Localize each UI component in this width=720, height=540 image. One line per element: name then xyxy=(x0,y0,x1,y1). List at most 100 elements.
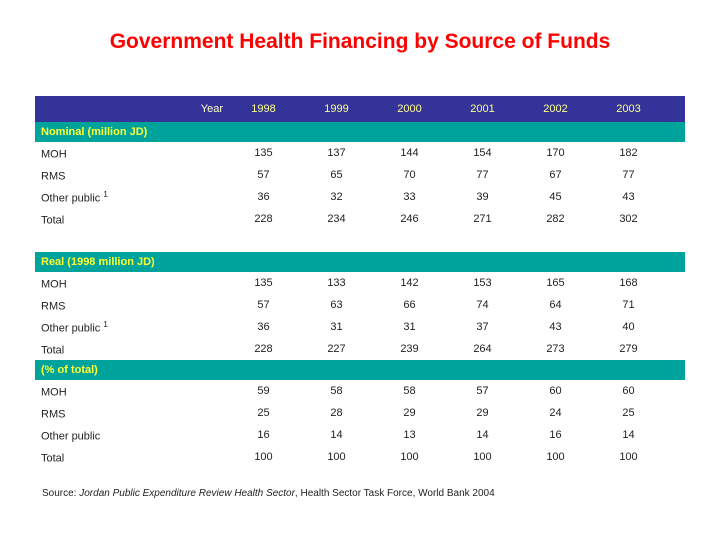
table-row-nominal-other-public: Other public 1 36 32 33 39 45 43 xyxy=(35,186,685,208)
value-cell: 60 xyxy=(549,385,562,397)
footnote-marker: 1 xyxy=(103,189,108,199)
value-cell: 246 xyxy=(400,213,419,225)
value-cell: 31 xyxy=(403,321,416,333)
value-cell: 67 xyxy=(549,169,562,181)
table-row-real-other-public: Other public 1 36 31 31 37 43 40 xyxy=(35,316,685,338)
year-header-2001: 2001 xyxy=(470,103,495,115)
value-cell: 16 xyxy=(257,429,270,441)
value-cell: 133 xyxy=(327,277,346,289)
value-cell: 40 xyxy=(622,321,635,333)
value-cell: 100 xyxy=(619,451,638,463)
value-cell: 33 xyxy=(403,191,416,203)
table-row-real-moh: MOH 135 133 142 153 165 168 xyxy=(35,272,685,294)
value-cell: 29 xyxy=(476,407,489,419)
value-cell: 153 xyxy=(473,277,492,289)
value-cell: 170 xyxy=(546,147,565,159)
value-cell: 227 xyxy=(327,343,346,355)
value-cell: 59 xyxy=(257,385,270,397)
row-label: MOH xyxy=(41,386,67,399)
value-cell: 282 xyxy=(546,213,565,225)
row-label: Other public 1 xyxy=(41,189,108,205)
row-label: MOH xyxy=(41,148,67,161)
value-cell: 239 xyxy=(400,343,419,355)
year-header-2000: 2000 xyxy=(397,103,422,115)
value-cell: 58 xyxy=(403,385,416,397)
value-cell: 74 xyxy=(476,299,489,311)
source-prefix: Source: xyxy=(42,488,80,499)
value-cell: 14 xyxy=(330,429,343,441)
value-cell: 142 xyxy=(400,277,419,289)
value-cell: 271 xyxy=(473,213,492,225)
value-cell: 100 xyxy=(473,451,492,463)
value-cell: 24 xyxy=(549,407,562,419)
year-header-2003: 2003 xyxy=(616,103,641,115)
source-note: Source: Jordan Public Expenditure Review… xyxy=(42,488,495,499)
table-row-percent-other-public: Other public 16 14 13 14 16 14 xyxy=(35,424,685,446)
year-header-2002: 2002 xyxy=(543,103,568,115)
value-cell: 25 xyxy=(622,407,635,419)
value-cell: 144 xyxy=(400,147,419,159)
value-cell: 25 xyxy=(257,407,270,419)
value-cell: 28 xyxy=(330,407,343,419)
value-cell: 16 xyxy=(549,429,562,441)
value-cell: 57 xyxy=(476,385,489,397)
financing-table: Year 1998 1999 2000 2001 2002 2003 Nomin… xyxy=(35,96,685,468)
value-cell: 36 xyxy=(257,191,270,203)
value-cell: 45 xyxy=(549,191,562,203)
value-cell: 100 xyxy=(546,451,565,463)
value-cell: 70 xyxy=(403,169,416,181)
value-cell: 135 xyxy=(254,147,273,159)
section-heading-percent: (% of total) xyxy=(35,360,685,380)
year-column-header: Year xyxy=(200,103,223,115)
value-cell: 14 xyxy=(622,429,635,441)
row-label: Total xyxy=(41,452,65,465)
value-cell: 39 xyxy=(476,191,489,203)
table-row-nominal-moh: MOH 135 137 144 154 170 182 xyxy=(35,142,685,164)
footnote-marker: 1 xyxy=(103,319,108,329)
value-cell: 57 xyxy=(257,299,270,311)
value-cell: 29 xyxy=(403,407,416,419)
row-label: Total xyxy=(41,344,65,357)
table-row-percent-total: Total 100 100 100 100 100 100 xyxy=(35,446,685,468)
value-cell: 137 xyxy=(327,147,346,159)
table-row-real-rms: RMS 57 63 66 74 64 71 xyxy=(35,294,685,316)
section-heading-nominal: Nominal (million JD) xyxy=(35,122,685,142)
value-cell: 14 xyxy=(476,429,489,441)
year-header-1998: 1998 xyxy=(251,103,276,115)
value-cell: 31 xyxy=(330,321,343,333)
value-cell: 37 xyxy=(476,321,489,333)
row-label: MOH xyxy=(41,278,67,291)
value-cell: 43 xyxy=(622,191,635,203)
value-cell: 168 xyxy=(619,277,638,289)
value-cell: 228 xyxy=(254,213,273,225)
row-label: RMS xyxy=(41,300,66,313)
value-cell: 64 xyxy=(549,299,562,311)
row-label: Other public 1 xyxy=(41,319,108,335)
value-cell: 182 xyxy=(619,147,638,159)
value-cell: 100 xyxy=(400,451,419,463)
value-cell: 43 xyxy=(549,321,562,333)
value-cell: 100 xyxy=(327,451,346,463)
value-cell: 273 xyxy=(546,343,565,355)
value-cell: 57 xyxy=(257,169,270,181)
row-label: RMS xyxy=(41,408,66,421)
value-cell: 63 xyxy=(330,299,343,311)
value-cell: 279 xyxy=(619,343,638,355)
table-row-nominal-rms: RMS 57 65 70 77 67 77 xyxy=(35,164,685,186)
value-cell: 77 xyxy=(622,169,635,181)
table-row-percent-rms: RMS 25 28 29 29 24 25 xyxy=(35,402,685,424)
source-rest: , Health Sector Task Force, World Bank 2… xyxy=(294,488,495,499)
section-heading-real: Real (1998 million JD) xyxy=(35,252,685,272)
page-title: Government Health Financing by Source of… xyxy=(109,30,611,53)
value-cell: 165 xyxy=(546,277,565,289)
source-title-italic: Jordan Public Expenditure Review Health … xyxy=(79,488,295,499)
year-header-1999: 1999 xyxy=(324,103,349,115)
value-cell: 36 xyxy=(257,321,270,333)
value-cell: 32 xyxy=(330,191,343,203)
value-cell: 154 xyxy=(473,147,492,159)
value-cell: 100 xyxy=(254,451,273,463)
value-cell: 13 xyxy=(403,429,416,441)
table-row-percent-moh: MOH 59 58 58 57 60 60 xyxy=(35,380,685,402)
table-header-row: Year 1998 1999 2000 2001 2002 2003 xyxy=(35,96,685,122)
